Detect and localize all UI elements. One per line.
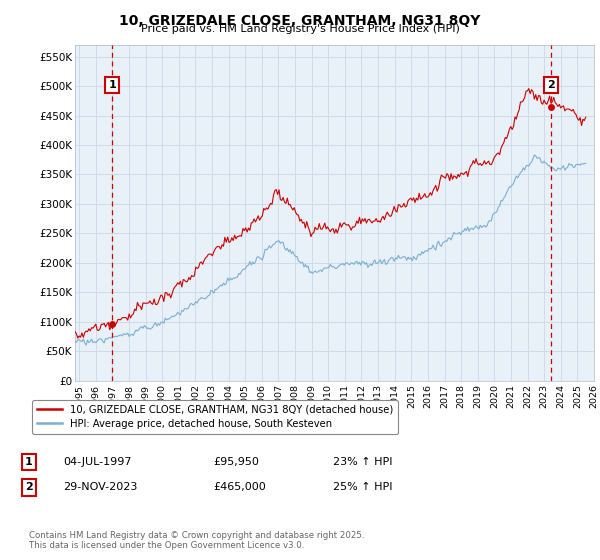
Text: 04-JUL-1997: 04-JUL-1997 xyxy=(63,457,131,467)
Text: Price paid vs. HM Land Registry's House Price Index (HPI): Price paid vs. HM Land Registry's House … xyxy=(140,24,460,34)
Text: 23% ↑ HPI: 23% ↑ HPI xyxy=(333,457,392,467)
Text: 29-NOV-2023: 29-NOV-2023 xyxy=(63,482,137,492)
Text: 1: 1 xyxy=(25,457,32,467)
Text: 25% ↑ HPI: 25% ↑ HPI xyxy=(333,482,392,492)
Text: Contains HM Land Registry data © Crown copyright and database right 2025.
This d: Contains HM Land Registry data © Crown c… xyxy=(29,531,364,550)
Text: £95,950: £95,950 xyxy=(213,457,259,467)
Legend: 10, GRIZEDALE CLOSE, GRANTHAM, NG31 8QY (detached house), HPI: Average price, de: 10, GRIZEDALE CLOSE, GRANTHAM, NG31 8QY … xyxy=(32,400,398,434)
Text: £465,000: £465,000 xyxy=(213,482,266,492)
Text: 1: 1 xyxy=(109,80,116,90)
Text: 2: 2 xyxy=(547,80,554,90)
Text: 10, GRIZEDALE CLOSE, GRANTHAM, NG31 8QY: 10, GRIZEDALE CLOSE, GRANTHAM, NG31 8QY xyxy=(119,14,481,28)
Text: 2: 2 xyxy=(25,482,32,492)
